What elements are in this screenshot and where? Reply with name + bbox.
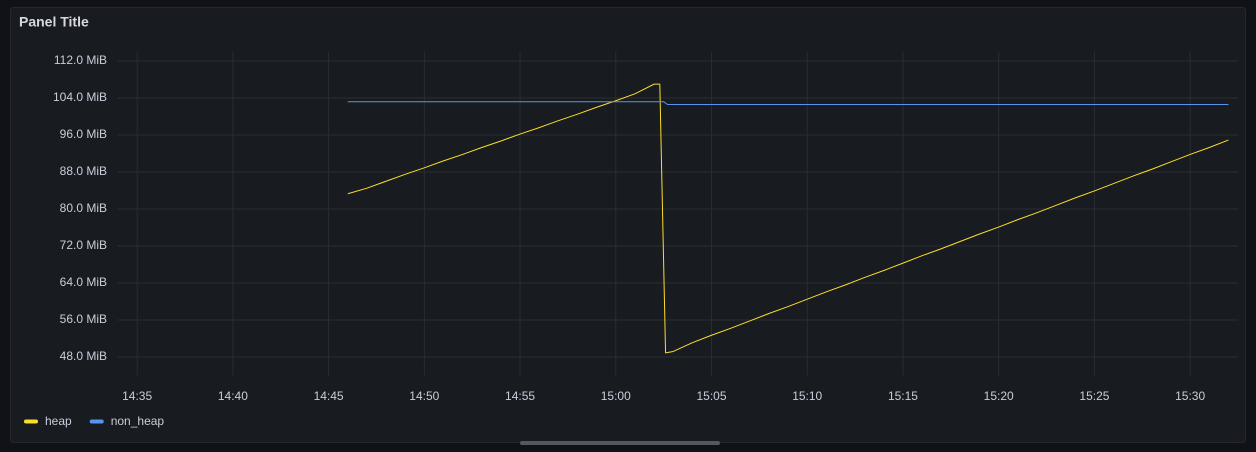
y-tick-label: 48.0 MiB xyxy=(60,349,107,363)
y-tick-label: 64.0 MiB xyxy=(60,275,107,289)
x-tick-label: 14:55 xyxy=(505,389,535,403)
panel xyxy=(10,7,1246,443)
x-tick-label: 14:50 xyxy=(409,389,439,403)
legend-label[interactable]: heap xyxy=(45,414,72,428)
x-tick-label: 15:00 xyxy=(601,389,631,403)
y-tick-label: 112.0 MiB xyxy=(54,53,107,67)
scrollbar[interactable] xyxy=(520,441,720,445)
x-tick-label: 14:45 xyxy=(314,389,344,403)
legend-label[interactable]: non_heap xyxy=(111,414,165,428)
x-tick-label: 15:10 xyxy=(792,389,822,403)
legend-swatch xyxy=(89,419,104,424)
x-tick-label: 15:20 xyxy=(984,389,1014,403)
series-line xyxy=(347,83,1229,354)
x-tick-label: 14:35 xyxy=(122,389,152,403)
x-tick-label: 15:25 xyxy=(1079,389,1109,403)
chart-title: Panel Title xyxy=(19,14,89,30)
x-tick-label: 15:05 xyxy=(696,389,726,403)
y-tick-label: 72.0 MiB xyxy=(60,238,107,252)
y-tick-label: 96.0 MiB xyxy=(60,127,107,141)
y-tick-label: 88.0 MiB xyxy=(60,164,107,178)
x-tick-label: 15:30 xyxy=(1175,389,1205,403)
legend-swatch xyxy=(24,419,38,424)
y-tick-label: 56.0 MiB xyxy=(60,312,107,326)
y-tick-label: 80.0 MiB xyxy=(60,201,107,215)
series-line xyxy=(347,101,1229,105)
x-tick-label: 15:15 xyxy=(888,389,918,403)
x-tick-label: 14:40 xyxy=(218,389,248,403)
y-tick-label: 104.0 MiB xyxy=(53,90,107,104)
